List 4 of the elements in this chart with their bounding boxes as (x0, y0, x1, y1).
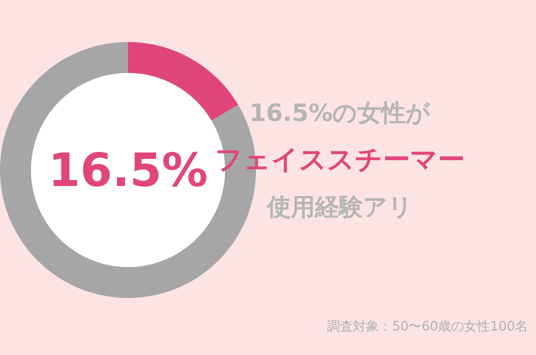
text: 16.5%の女性が (249, 99, 431, 127)
text: 使用経験アリ (266, 193, 413, 221)
data-label: 16.5% (48, 143, 208, 197)
text: 調査対象：50〜60歳の女性100名 (327, 318, 528, 334)
